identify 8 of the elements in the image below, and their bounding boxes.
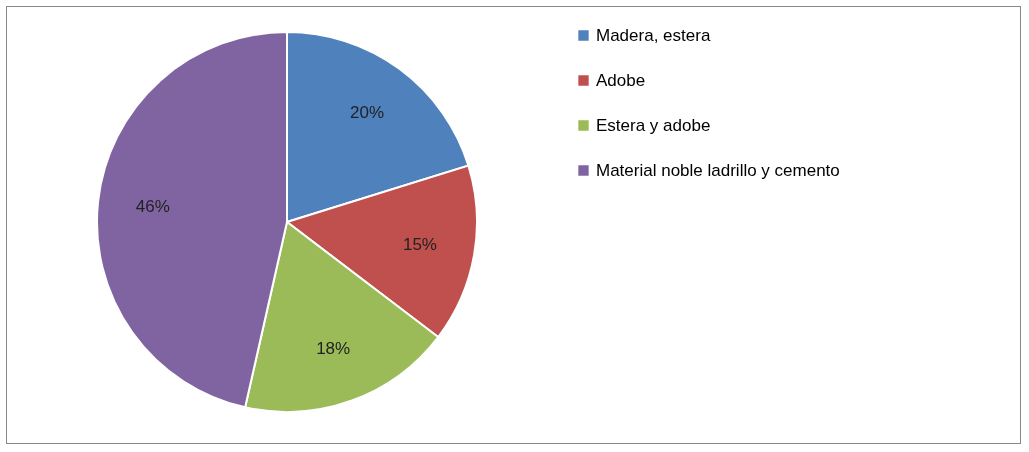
- data-label: 46%: [135, 197, 170, 217]
- data-label: 20%: [350, 103, 385, 123]
- data-label: 18%: [316, 338, 351, 358]
- legend-label: Estera y adobe: [596, 115, 711, 135]
- data-label: 15%: [402, 235, 437, 255]
- legend-label: Madera, estera: [596, 25, 711, 45]
- legend-label: Material noble ladrillo y cemento: [596, 160, 840, 180]
- legend-label: Adobe: [596, 70, 646, 90]
